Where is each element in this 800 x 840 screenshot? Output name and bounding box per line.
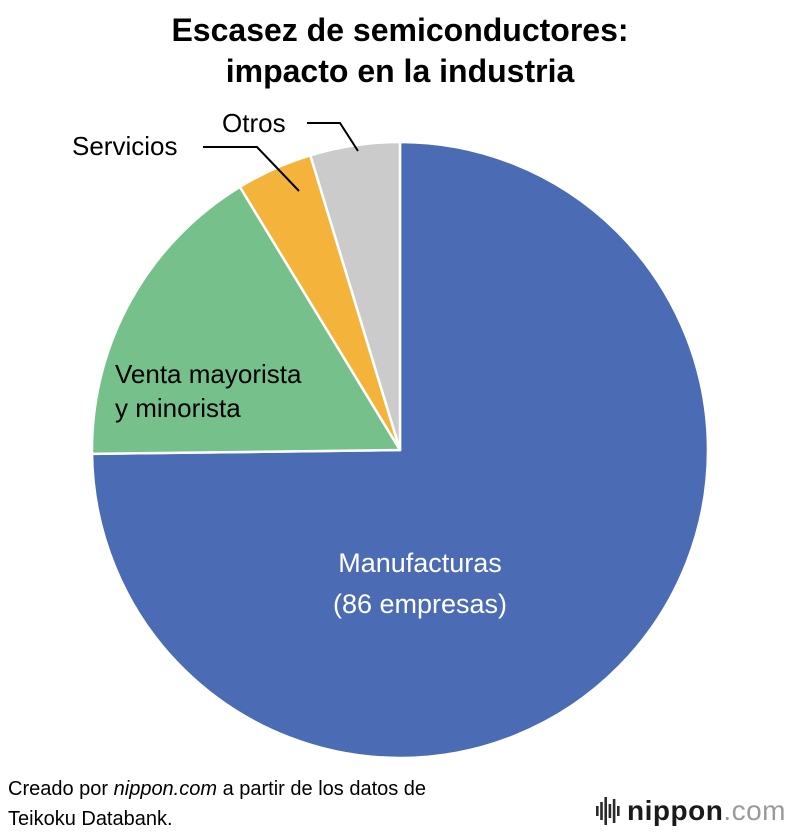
credit-line-1: Creado por nippon.com a partir de los da… <box>8 774 426 804</box>
nippon-logo: nippon.com <box>596 794 786 828</box>
soundwave-bars-icon <box>596 797 620 825</box>
slice-label-otros: Otros <box>222 108 286 138</box>
credit-suffix: a partir de los datos de <box>217 778 427 800</box>
slice-label-manufacturas: Manufacturas (86 empresas) <box>300 543 540 624</box>
otros-leader-line <box>307 122 359 152</box>
pie-slice-venta-mayorista-y-minorista <box>90 185 402 456</box>
logo-name: nippon <box>627 795 724 826</box>
logo-wordmark: nippon.com <box>627 795 786 827</box>
credit-prefix: Creado por <box>8 778 114 800</box>
credit-line-2: Teikoku Databank. <box>8 808 173 830</box>
manufacturas-label-line-2: (86 empresas) <box>332 588 508 619</box>
source-credit: Creado por nippon.com a partir de los da… <box>8 774 426 834</box>
credit-brand: nippon.com <box>113 778 218 800</box>
logo-tld: .com <box>723 795 786 826</box>
servicios-leader-line <box>203 146 300 192</box>
title-line-1: Escasez de semiconductores: <box>171 12 629 48</box>
venta-label-line-2: y minorista <box>115 392 241 423</box>
venta-label-line-1: Venta mayorista <box>115 359 302 389</box>
leader-lines <box>203 122 359 192</box>
slice-label-venta-mayorista: Venta mayorista y minorista <box>115 358 301 426</box>
page-title: Escasez de semiconductores: impacto en l… <box>0 10 800 92</box>
manufacturas-label-line-1: Manufacturas <box>338 548 502 578</box>
title-line-2: impacto en la industria <box>225 52 575 89</box>
slice-label-servicios: Servicios <box>72 131 178 161</box>
